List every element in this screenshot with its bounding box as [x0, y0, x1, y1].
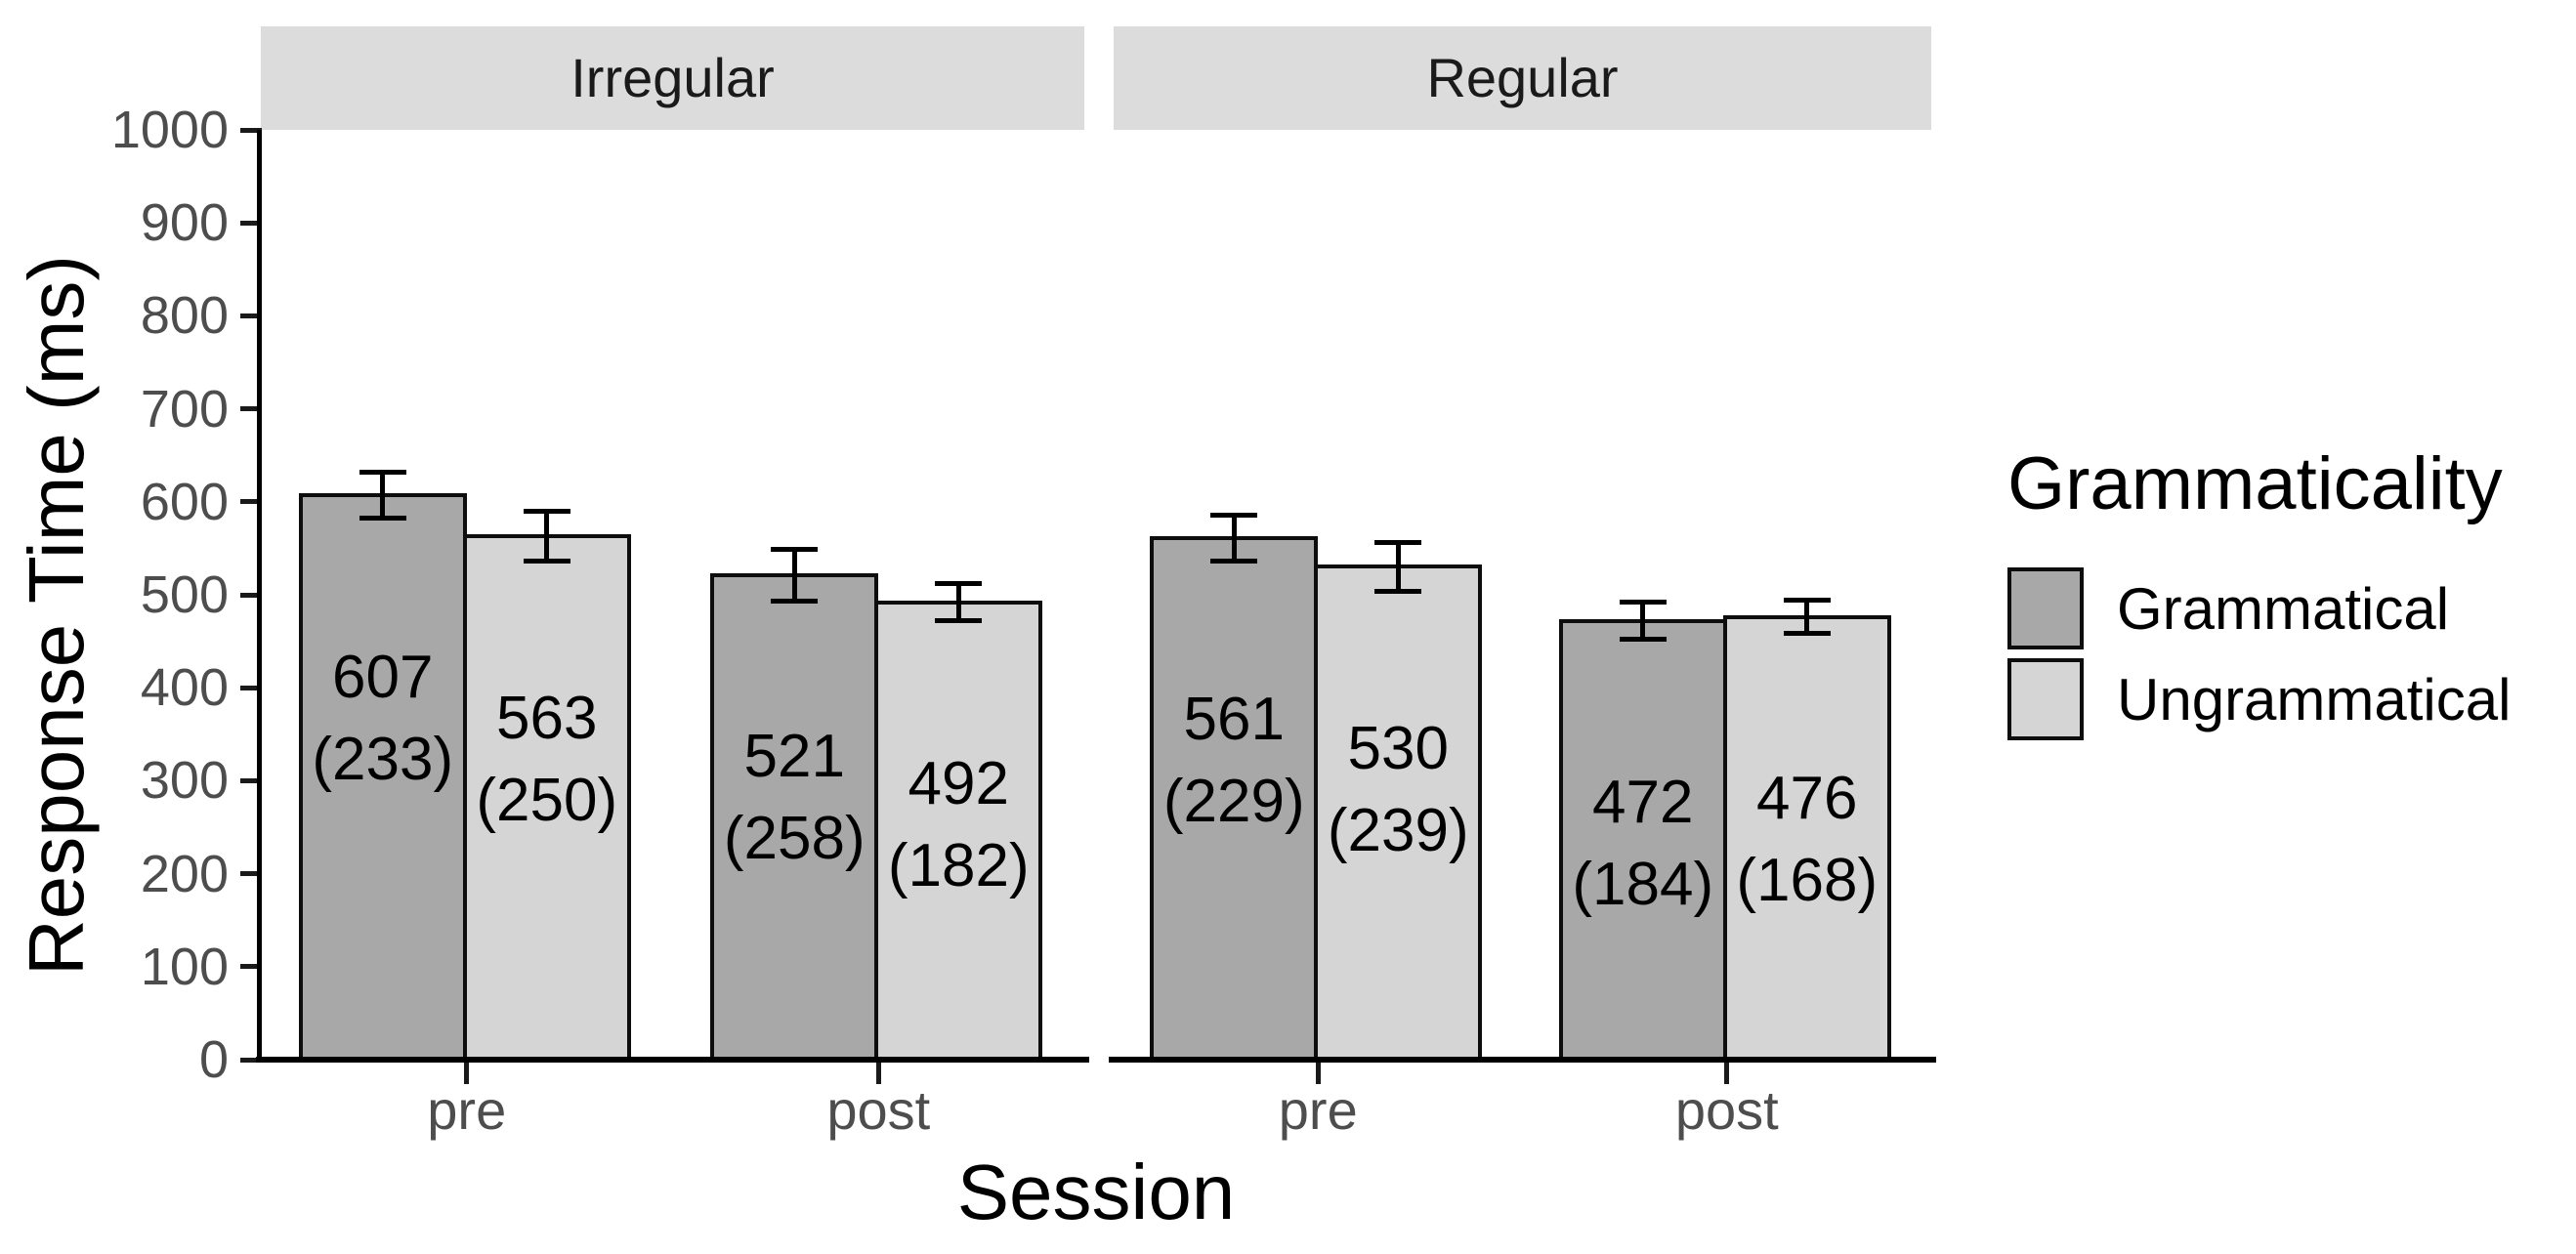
legend: Grammaticality Grammatical Ungrammatical [2007, 441, 2511, 749]
y-axis-tick-label: 300 [140, 751, 229, 811]
y-axis-tick-label: 1000 [110, 101, 229, 159]
x-axis-tick-label: pre [1278, 1079, 1358, 1141]
error-bar-cap-top-irregular-post-grammatical [771, 546, 819, 552]
y-axis-tick-label: 700 [140, 379, 229, 439]
error-bar-cap-bottom-irregular-post-grammatical [771, 599, 819, 605]
error-bar-cap-bottom-regular-post-grammatical [1619, 637, 1667, 643]
error-bar-line-regular-pre-grammatical [1231, 515, 1237, 562]
y-axis-title: Response Time (ms) [13, 255, 100, 976]
x-axis-line [256, 1057, 1089, 1063]
error-bar-cap-top-irregular-pre-grammatical [359, 469, 406, 475]
bar-value-label-irregular-post-grammatical: 521 (258) [723, 723, 866, 873]
legend-swatch-grammatical [2007, 567, 2084, 649]
bar-value-label-regular-pre-grammatical: 561 (229) [1162, 686, 1305, 836]
error-bar-line-irregular-pre-grammatical [380, 472, 386, 519]
y-axis-tick [240, 777, 262, 783]
bar-irregular-pre-grammatical [298, 493, 467, 1063]
error-bar-cap-top-regular-pre-grammatical [1210, 512, 1258, 518]
error-bar-cap-bottom-regular-pre-grammatical [1210, 559, 1258, 564]
error-bar-line-irregular-pre-ungrammatical [544, 511, 550, 562]
x-axis-tick-label: post [826, 1079, 931, 1141]
y-axis-tick [240, 499, 262, 505]
y-axis-tick-label: 500 [140, 565, 229, 624]
facet-strip [261, 26, 1084, 130]
legend-label-ungrammatical: Ungrammatical [2117, 666, 2512, 732]
x-axis-tick [875, 1063, 881, 1084]
error-bar-cap-top-regular-post-grammatical [1619, 600, 1667, 606]
y-axis-tick-label: 800 [140, 286, 229, 346]
y-axis-tick-label: 100 [140, 937, 229, 996]
x-axis-tick [1315, 1063, 1321, 1084]
y-axis-tick-label: 0 [198, 1030, 229, 1089]
legend-swatch-ungrammatical [2007, 658, 2084, 740]
y-axis-tick [240, 1057, 262, 1063]
y-axis-tick [240, 964, 262, 970]
bar-value-label-irregular-pre-ungrammatical: 563 (250) [476, 684, 618, 834]
facet-strip-label: Irregular [570, 47, 775, 108]
y-axis-tick [240, 220, 262, 226]
y-axis-tick-label: 600 [140, 472, 229, 531]
legend-label-grammatical: Grammatical [2117, 575, 2450, 642]
y-axis-tick [240, 127, 262, 133]
error-bar-cap-top-regular-post-ungrammatical [1783, 598, 1831, 604]
error-bar-cap-bottom-irregular-pre-ungrammatical [523, 559, 570, 564]
x-axis-line [1109, 1057, 1936, 1063]
facet-strip-label: Regular [1426, 47, 1619, 108]
bar-value-label-irregular-pre-grammatical: 607 (233) [312, 643, 454, 793]
x-axis-tick [464, 1063, 470, 1084]
error-bar-line-irregular-post-ungrammatical [955, 583, 961, 621]
x-axis-tick [1724, 1063, 1730, 1084]
legend-item-ungrammatical: Ungrammatical [2007, 658, 2511, 740]
legend-items: Grammatical Ungrammatical [2007, 567, 2511, 740]
bar-value-label-regular-post-ungrammatical: 476 (168) [1736, 765, 1879, 915]
facet-strip [1114, 26, 1931, 130]
x-axis-tick-label: pre [427, 1079, 507, 1141]
bar-irregular-post-grammatical [710, 573, 879, 1063]
y-axis-tick [240, 685, 262, 690]
y-axis-tick-label: 900 [140, 193, 229, 253]
error-bar-cap-top-irregular-post-ungrammatical [935, 581, 983, 587]
bar-value-label-regular-post-grammatical: 472 (184) [1572, 769, 1714, 919]
y-axis-tick [240, 592, 262, 598]
legend-title: Grammaticality [2007, 442, 2503, 525]
error-bar-line-regular-post-grammatical [1640, 602, 1646, 640]
error-bar-cap-bottom-regular-post-ungrammatical [1783, 631, 1831, 637]
x-axis-title: Session [956, 1149, 1236, 1235]
error-bar-cap-bottom-regular-pre-ungrammatical [1374, 588, 1422, 594]
bar-value-label-irregular-post-ungrammatical: 492 (182) [887, 750, 1030, 900]
bar-value-label-regular-pre-ungrammatical: 530 (239) [1327, 714, 1469, 864]
error-bar-cap-bottom-irregular-pre-grammatical [359, 516, 406, 522]
error-bar-line-regular-pre-ungrammatical [1395, 542, 1401, 592]
y-axis-tick-label: 200 [140, 844, 229, 903]
bar-irregular-pre-ungrammatical [462, 534, 631, 1063]
error-bar-line-regular-post-ungrammatical [1804, 600, 1810, 634]
error-bar-cap-bottom-irregular-post-ungrammatical [935, 618, 983, 624]
y-axis-tick [240, 406, 262, 412]
y-axis-tick-label: 400 [140, 658, 229, 718]
bar-irregular-post-ungrammatical [874, 600, 1043, 1063]
bar-regular-post-ungrammatical [1722, 614, 1891, 1063]
error-bar-cap-top-regular-pre-ungrammatical [1374, 540, 1422, 546]
y-axis-line [257, 130, 262, 1063]
legend-item-grammatical: Grammatical [2007, 567, 2511, 649]
y-axis-tick [240, 871, 262, 877]
error-bar-line-irregular-post-grammatical [791, 549, 797, 602]
y-axis-tick [240, 313, 262, 318]
x-axis-tick-label: post [1674, 1079, 1779, 1141]
error-bar-cap-top-irregular-pre-ungrammatical [523, 508, 570, 514]
